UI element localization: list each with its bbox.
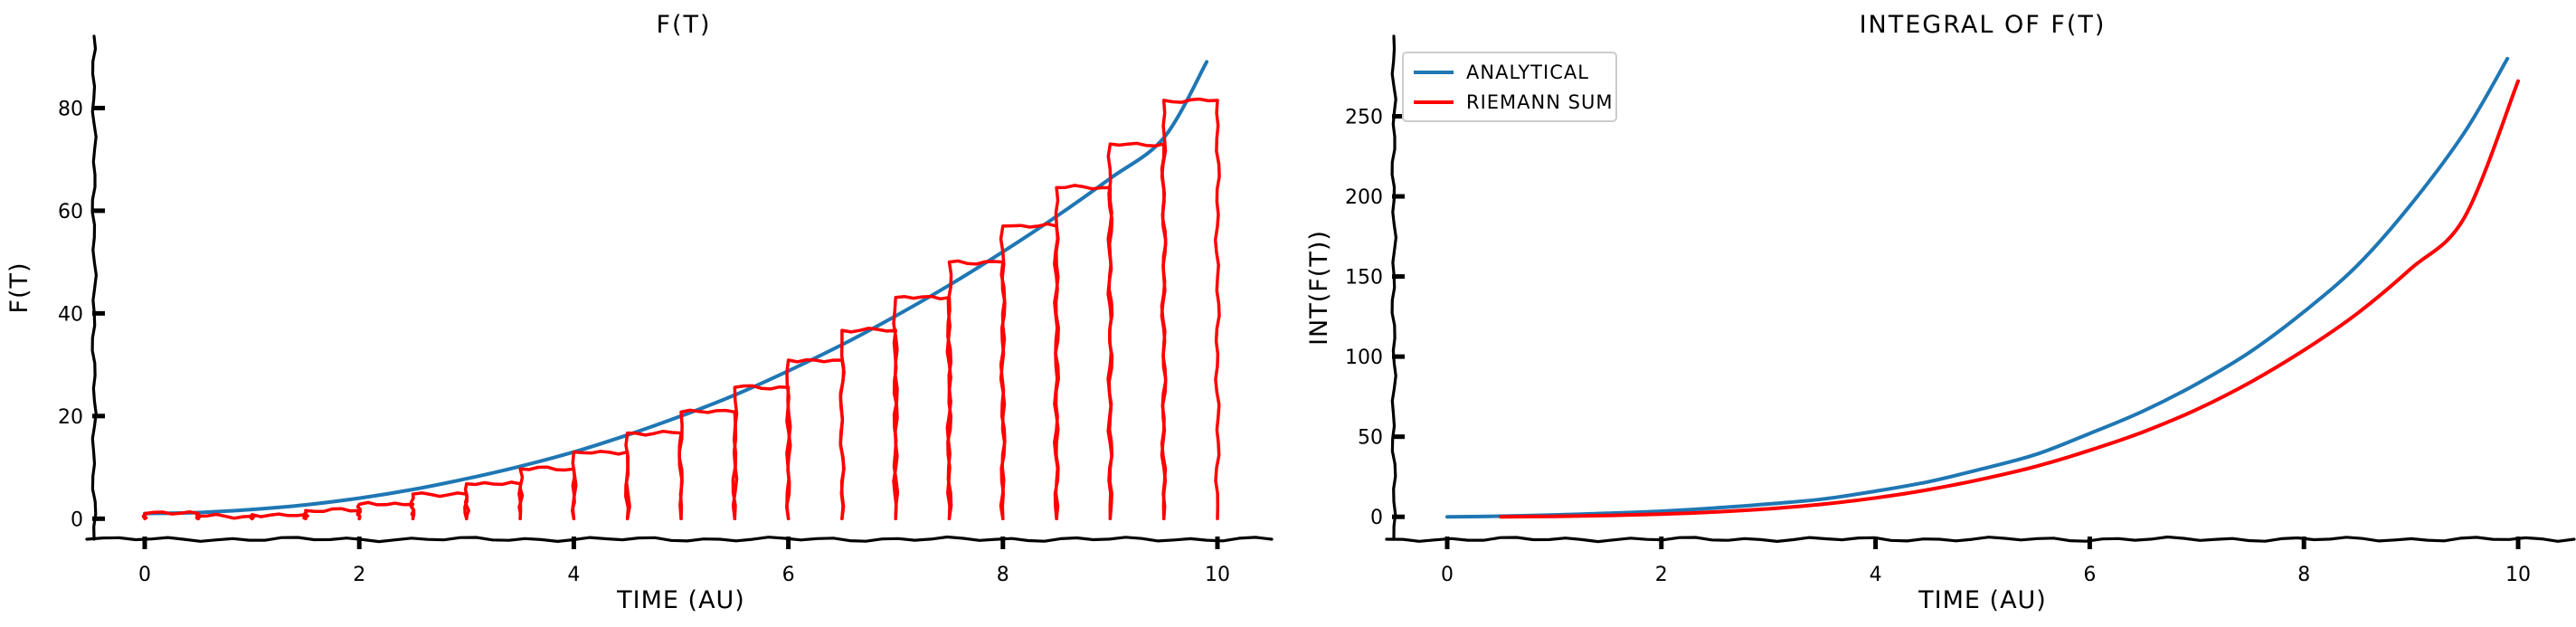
legend-label-analytical: ANALYTICAL — [1466, 62, 1589, 83]
riemann-bar — [463, 480, 525, 521]
right-x-axis-line — [1385, 535, 2576, 544]
left-y-tick-label: 20 — [58, 406, 83, 429]
riemann-bar — [1106, 141, 1168, 521]
left-x-tick-label: 8 — [997, 564, 1009, 586]
riemann-bar — [249, 512, 308, 521]
riemann-bar — [409, 491, 470, 521]
left-y-axis-line — [90, 34, 98, 541]
riemann-bar — [624, 429, 684, 521]
legend-label-riemann-sum: RIEMANN SUM — [1466, 91, 1613, 113]
riemann-bar — [355, 500, 415, 521]
left-x-tick-label: 2 — [353, 564, 365, 586]
riemann-bar — [892, 294, 953, 521]
left-y-tick-label: 40 — [58, 303, 83, 326]
left-x-axis-label: TIME (AU) — [616, 586, 745, 614]
left-x-tick-label: 0 — [138, 564, 151, 586]
riemann-bar — [1053, 184, 1114, 521]
right-x-axis-label: TIME (AU) — [1918, 586, 2047, 614]
right-y-tick-label: 150 — [1345, 267, 1383, 290]
left-y-axis-label: F(T) — [5, 261, 33, 313]
right-x-tick-label: 8 — [2297, 564, 2310, 586]
left-plot-area: 0 2 4 6 8 10 0 20 40 60 80 — [58, 34, 1274, 586]
right-chart-title: INTEGRAL OF F(T) — [1860, 11, 2107, 39]
riemann-bar — [838, 326, 899, 521]
left-x-axis-line — [85, 535, 1274, 544]
riemann-bar — [677, 408, 739, 521]
right-series-line-analytical — [1445, 56, 2510, 519]
left-chart-title: F(T) — [656, 11, 711, 39]
right-y-tick-label: 0 — [1370, 507, 1383, 529]
riemann-bar — [731, 384, 792, 521]
right-x-tick-label: 4 — [1870, 564, 1882, 586]
right-y-tick-label: 250 — [1345, 107, 1383, 129]
riemann-bar — [517, 465, 576, 521]
riemann-bar — [141, 509, 203, 521]
riemann-bar — [571, 450, 630, 521]
right-y-axis-line — [1390, 34, 1397, 541]
riemann-bar — [999, 222, 1060, 521]
right-y-tick-label: 50 — [1358, 427, 1383, 450]
right-x-tick-label: 10 — [2505, 564, 2531, 586]
riemann-bar — [303, 507, 362, 521]
left-x-tick-label: 6 — [782, 564, 795, 586]
left-y-tick-label: 60 — [58, 201, 83, 223]
legend-box — [1402, 52, 1617, 122]
left-y-tick-label: 80 — [58, 98, 83, 120]
right-series-line-riemann-sum — [1499, 79, 2520, 519]
left-series-line-function — [143, 60, 1209, 516]
riemann-bar — [945, 259, 1007, 521]
left-panel: F(T) TIME (AU) F(T) 0 2 4 6 8 10 0 20 40 60 80 — [5, 11, 1274, 614]
left-y-tick-label: 0 — [71, 508, 83, 531]
right-y-axis-label: INT(F(T)) — [1305, 230, 1333, 346]
right-x-tick-label: 2 — [1655, 564, 1668, 586]
right-x-tick-label: 6 — [2083, 564, 2096, 586]
right-x-tick-label: 0 — [1441, 564, 1454, 586]
right-panel: INTEGRAL OF F(T) TIME (AU) INT(F(T)) 0 2 4… — [1305, 11, 2576, 614]
left-x-tick-label: 4 — [567, 564, 580, 586]
riemann-bar — [194, 512, 256, 521]
riemann-bar — [1160, 97, 1221, 521]
right-y-tick-label: 100 — [1345, 347, 1383, 369]
legend: ANALYTICAL RIEMANN SUM — [1402, 52, 1617, 122]
riemann-bar — [784, 357, 846, 521]
left-x-tick-label: 10 — [1205, 564, 1230, 586]
right-y-tick-label: 200 — [1345, 186, 1383, 209]
